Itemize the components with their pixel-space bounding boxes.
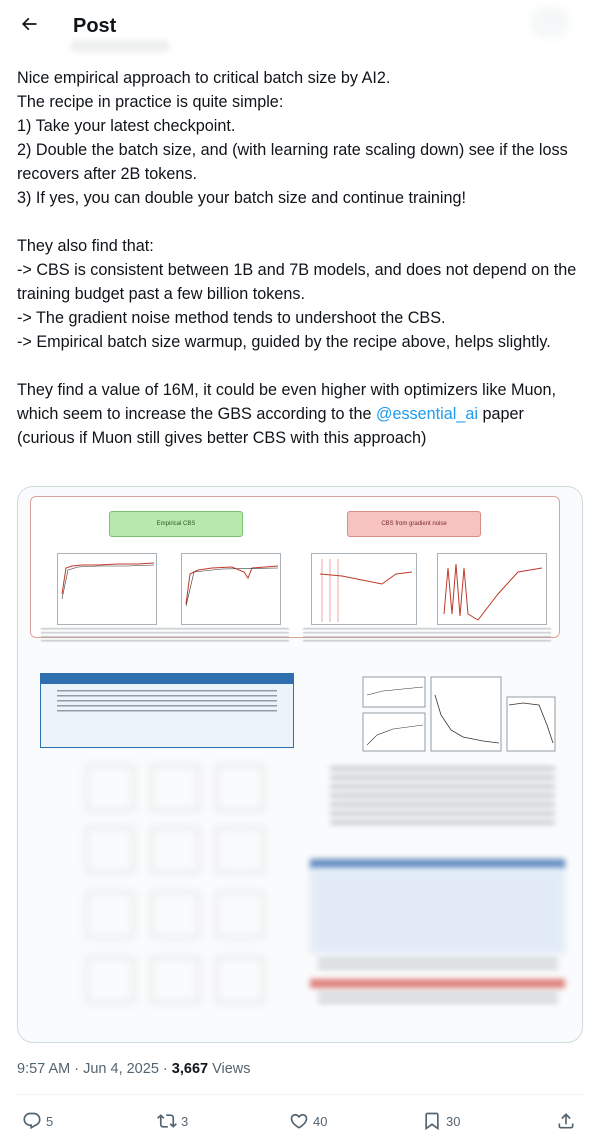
author-handle-obscured [70, 40, 170, 52]
follow-button-obscured[interactable] [530, 6, 570, 38]
blurred-text [330, 767, 555, 827]
blurred-plot-grid [56, 757, 296, 1022]
figure-panel: Empirical CBS CBS from gradient noise [30, 496, 560, 642]
share-icon [558, 1113, 574, 1129]
repost-button[interactable]: 3 [157, 1103, 188, 1139]
post-time: 9:57 AM [17, 1061, 71, 1077]
mini-plot [437, 553, 547, 625]
warmup-plots [343, 675, 558, 755]
blurred-text [318, 959, 558, 973]
bookmark-count: 30 [446, 1113, 461, 1129]
top-header: Post [0, 0, 599, 54]
reply-button[interactable]: 5 [22, 1103, 53, 1139]
post-timestamp[interactable]: 9:57 AM · Jun 4, 2025 · 3,667 Views [17, 1061, 251, 1077]
action-bar: 5 3 40 30 [0, 1103, 599, 1139]
algorithm-header [41, 674, 293, 684]
heart-icon [290, 1113, 308, 1129]
figure-caption [41, 628, 289, 642]
views-label: Views [212, 1061, 251, 1077]
mini-plot [57, 553, 157, 625]
empirical-cbs-badge: Empirical CBS [109, 511, 243, 537]
figure-caption [303, 628, 551, 642]
blurred-red-bar [310, 979, 565, 988]
like-count: 40 [313, 1113, 328, 1129]
post-text-main: Nice empirical approach to critical batc… [17, 69, 577, 423]
mini-plot [181, 553, 281, 625]
gradient-noise-cbs-badge: CBS from gradient noise [347, 511, 481, 537]
bookmark-icon [425, 1112, 439, 1131]
share-button[interactable] [556, 1103, 576, 1139]
algorithm-text [57, 690, 277, 712]
like-button[interactable]: 40 [289, 1103, 327, 1139]
blurred-text [318, 993, 558, 1003]
mini-plot [311, 553, 417, 625]
bookmark-button[interactable]: 30 [422, 1103, 460, 1139]
post-text: Nice empirical approach to critical batc… [17, 66, 583, 450]
post-text-tail: paper (curious if Muon still gives bette… [17, 405, 529, 447]
arrow-left-icon [21, 17, 37, 31]
post-date: Jun 4, 2025 [83, 1061, 159, 1077]
reply-icon [23, 1112, 41, 1130]
repost-count: 3 [181, 1113, 189, 1129]
back-button[interactable] [12, 7, 46, 41]
reply-count: 5 [46, 1113, 54, 1129]
blurred-section-header [310, 859, 565, 869]
blurred-section-box [310, 869, 565, 954]
algorithm-box [40, 673, 294, 748]
repost-icon [157, 1114, 177, 1128]
divider [17, 1094, 583, 1095]
views-count: 3,667 [171, 1061, 209, 1077]
mention-link[interactable]: @essential_ai [376, 405, 478, 423]
post-image[interactable]: Empirical CBS CBS from gradient noise [17, 486, 583, 1043]
page-title: Post [73, 15, 117, 37]
